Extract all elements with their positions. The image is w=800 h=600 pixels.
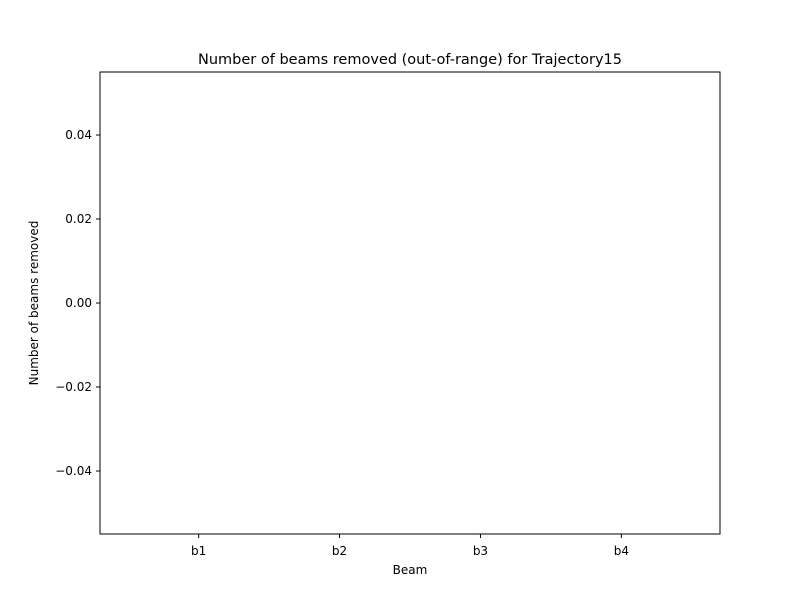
plot-area: −0.04 −0.02 0.00 0.02 0.04 b1 b2 b3 b4 <box>55 71 721 558</box>
x-tick-label: b2 <box>332 544 347 558</box>
axes-frame <box>99 71 721 535</box>
y-tick-label: −0.02 <box>55 380 92 394</box>
chart-title: Number of beams removed (out-of-range) f… <box>198 52 622 68</box>
x-tick-label: b3 <box>473 544 488 558</box>
y-tick-label: 0.02 <box>65 212 92 226</box>
y-tick-label: 0.00 <box>65 296 92 310</box>
x-tick-label: b4 <box>614 544 629 558</box>
y-axis-label: Number of beams removed <box>27 221 41 386</box>
y-tick-label: −0.04 <box>55 464 92 478</box>
x-axis-label: Beam <box>393 563 428 577</box>
y-tick-label: 0.04 <box>65 128 92 142</box>
x-tick-label: b1 <box>191 544 206 558</box>
